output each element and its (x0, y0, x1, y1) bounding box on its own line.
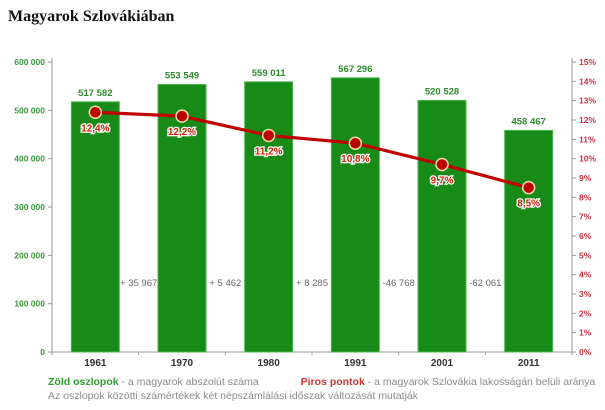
bar (244, 81, 294, 353)
right-axis-tick-label: 4% (579, 270, 592, 280)
bar (70, 101, 120, 353)
bar (417, 99, 467, 353)
percentage-point (435, 157, 449, 172)
left-axis-tick-label: 500 000 (14, 105, 45, 115)
legend-red-label: Piros pontok (300, 376, 365, 388)
percentage-line (93, 110, 531, 190)
x-axis-category-label: 1970 (171, 358, 194, 369)
bar-value-label: 567 296 (338, 64, 372, 75)
right-axis-tick-label: 5% (579, 250, 592, 260)
percentage-point (348, 136, 363, 150)
bar-value-label: 553 549 (165, 70, 199, 81)
percentage-point (175, 109, 189, 123)
bar (157, 83, 207, 353)
legend-red-desc: - a magyarok Szlovákia lakosságán belüli… (364, 376, 596, 388)
right-axis-tick-label: 8% (579, 192, 592, 202)
percentage-point (521, 180, 536, 195)
percentage-label: 12,4% (81, 123, 109, 134)
percentage-label: 11,2% (255, 146, 283, 157)
right-axis-tick-label: 12% (579, 115, 596, 125)
right-axis-tick-label: 7% (579, 212, 592, 222)
right-axis-tick-label: 14% (579, 76, 596, 86)
right-axis-tick-label: 13% (579, 96, 596, 106)
right-axis-tick-label: 2% (579, 308, 592, 318)
percentage-label: 12,2% (168, 127, 196, 138)
percentage-label: 9,7% (431, 175, 454, 186)
left-axis-tick-label: 200 000 (14, 250, 45, 260)
legend-line: Zöld oszlopok - a magyarok abszolút szám… (48, 376, 595, 389)
right-axis-tick-label: 9% (579, 173, 592, 183)
right-axis-tick-label: 0% (579, 347, 592, 357)
percentage-point (88, 105, 103, 120)
x-axis-category-label: 2011 (518, 358, 540, 369)
chart-legend: Zöld oszlopok - a magyarok abszolút szám… (48, 376, 595, 403)
x-axis-category-label: 1991 (344, 358, 367, 369)
difference-label: + 8 285 (296, 278, 328, 289)
right-axis-tick-label: 6% (579, 231, 592, 241)
right-axis-tick-label: 15% (579, 57, 596, 67)
legend-note: Az oszlopok közötti számértékek két néps… (48, 390, 418, 402)
bar-value-label: 517 582 (78, 88, 112, 99)
difference-label: -62 061 (469, 278, 501, 289)
difference-label: -46 768 (383, 278, 415, 289)
bar-value-label: 458 467 (511, 116, 545, 127)
x-axis-category-label: 1980 (258, 358, 281, 369)
right-axis-tick-label: 10% (579, 154, 596, 164)
bar (330, 77, 380, 353)
right-axis-tick-label: 1% (579, 328, 592, 338)
percentage-label: 10,8% (341, 154, 369, 165)
left-axis-tick-label: 400 000 (14, 154, 45, 164)
difference-label: + 5 462 (209, 278, 241, 289)
percentage-point (261, 128, 276, 143)
left-axis-tick-label: 300 000 (14, 202, 45, 212)
right-axis-tick-label: 3% (579, 289, 592, 299)
difference-label: + 35 967 (120, 278, 157, 289)
percentage-label: 8,5% (517, 199, 540, 210)
x-axis-category-label: 2001 (431, 358, 454, 369)
legend-green-desc: - a magyarok abszolút száma (118, 376, 259, 388)
bar-value-label: 559 011 (252, 68, 287, 79)
right-axis-tick-label: 11% (579, 134, 596, 144)
bar-value-label: 520 528 (425, 86, 459, 97)
page-title: Magyarok Szlovákiában (8, 8, 175, 25)
left-axis-tick-label: 100 000 (14, 299, 45, 309)
bar (504, 129, 554, 353)
left-axis-tick-label: 600 000 (14, 57, 45, 67)
left-axis-tick-label: 0 (40, 347, 45, 357)
x-axis-category-label: 1961 (84, 358, 107, 369)
legend-green-label: Zöld oszlopok (48, 376, 119, 388)
